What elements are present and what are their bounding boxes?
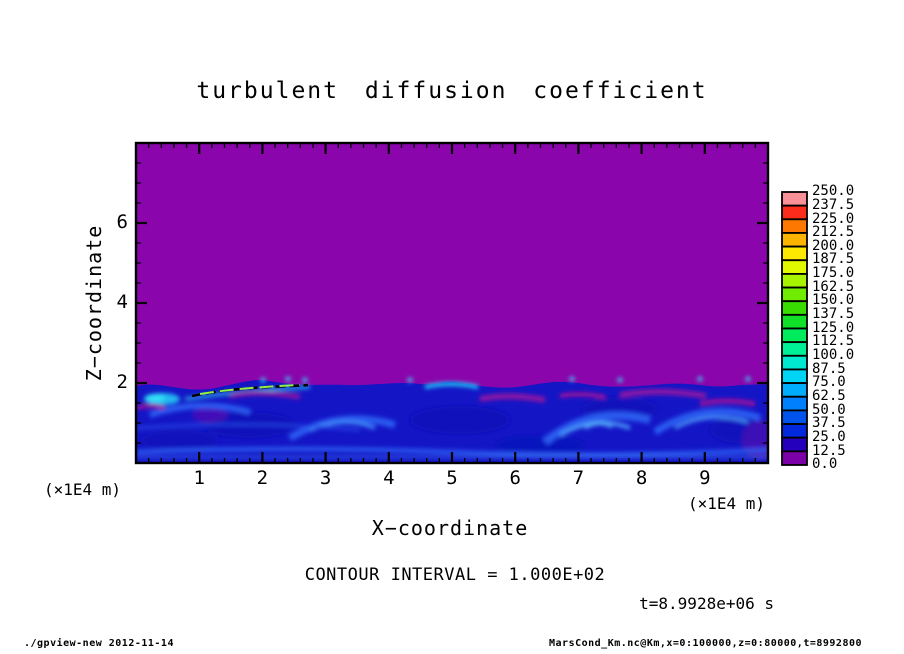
colorbar-tick-label: 0.0 — [812, 456, 838, 473]
contour-interval-text: CONTOUR INTERVAL = 1.000E+02 — [304, 565, 606, 585]
axis-ticks — [136, 143, 768, 463]
colorbar-tick-label: 237.5 — [812, 196, 855, 213]
x-tick-label: 8 — [635, 467, 648, 489]
colorbar-tick-label: 87.5 — [812, 360, 846, 377]
colorbar-tick-label: 175.0 — [812, 265, 855, 282]
colorbar-cell — [781, 245, 808, 262]
y-tick-label: 6 — [116, 211, 128, 233]
colorbar-tick-label: 162.5 — [812, 278, 855, 295]
colorbar-tick-label: 37.5 — [812, 415, 846, 432]
colorbar — [781, 191, 808, 466]
colorbar-tick-label: 137.5 — [812, 306, 855, 323]
y-axis-unit: (×1E4 m) — [44, 480, 122, 499]
chart-title: turbulent diffusion coefficient — [196, 78, 708, 104]
colorbar-tick-label: 75.0 — [812, 374, 846, 391]
colorbar-tick-label: 212.5 — [812, 224, 855, 241]
turbulent-field — [136, 143, 768, 463]
colorbar-cell — [781, 218, 808, 234]
colorbar-tick-label: 187.5 — [812, 251, 855, 268]
colorbar-tick-label: 25.0 — [812, 428, 846, 445]
x-tick-label: 2 — [256, 467, 269, 489]
colorbar-cell — [781, 423, 808, 439]
x-tick-label: 4 — [383, 467, 395, 489]
colorbar-cell — [781, 327, 808, 344]
colorbar-tick-label: 225.0 — [812, 210, 855, 227]
colorbar-tick-label: 125.0 — [812, 319, 855, 336]
colorbar-cell — [781, 232, 808, 248]
y-tick-label: 4 — [116, 291, 128, 313]
colorbar-cell — [781, 409, 808, 425]
colorbar-cell — [781, 300, 808, 316]
y-tick-label: 2 — [116, 371, 128, 393]
colorbar-cell — [781, 313, 808, 330]
colorbar-cell — [781, 395, 808, 412]
colorbar-tick-label: 250.0 — [812, 183, 855, 200]
colorbar-cell — [781, 382, 808, 398]
colorbar-cell — [781, 368, 808, 385]
footer-command-text: ./gpview-new 2012-11-14 — [24, 638, 174, 649]
colorbar-cell — [781, 259, 808, 275]
colorbar-tick-label: 62.5 — [812, 387, 846, 404]
x-tick-label: 1 — [193, 467, 205, 489]
x-axis-unit: (×1E4 m) — [688, 494, 766, 513]
colorbar-tick-label: 112.5 — [812, 333, 855, 350]
colorbar-cell — [781, 341, 808, 357]
colorbar-cell — [781, 204, 808, 221]
colorbar-tick-label: 150.0 — [812, 292, 855, 309]
x-tick-label: 6 — [509, 467, 521, 489]
colorbar-tick-label: 12.5 — [812, 442, 846, 459]
time-stamp-text: t=8.9928e+06 s — [639, 594, 774, 613]
colorbar-cell — [781, 354, 808, 371]
x-tick-label: 7 — [572, 467, 585, 489]
colorbar-tick-label: 50.0 — [812, 401, 846, 418]
colorbar-cell — [781, 450, 808, 466]
colorbar-tick-label: 100.0 — [812, 347, 855, 363]
colorbar-cell — [781, 286, 808, 303]
colorbar-tick-label: 200.0 — [812, 237, 855, 254]
colorbar-cell — [781, 272, 808, 289]
x-axis-label: X−coordinate — [371, 516, 529, 540]
x-tick-label: 9 — [699, 467, 711, 489]
footer-file-text: MarsCond_Km.nc@Km,x=0:100000,z=0:80000,t… — [549, 638, 862, 649]
x-tick-label: 3 — [319, 467, 332, 489]
x-tick-label: 5 — [446, 467, 458, 489]
colorbar-cell — [781, 436, 808, 453]
colorbar-cell — [781, 191, 808, 207]
